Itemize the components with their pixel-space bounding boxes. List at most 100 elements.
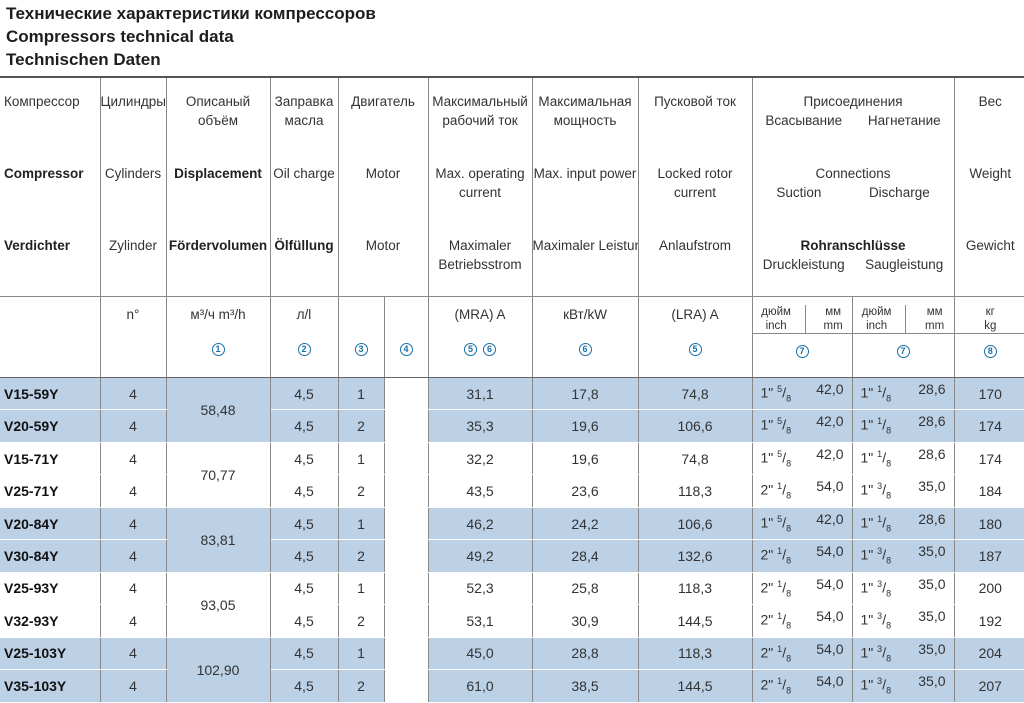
hdr-de-5: Maximaler Betriebsstrom — [428, 222, 533, 297]
lra-cell: 144,5 — [638, 604, 753, 638]
motor-blank-cell — [384, 377, 429, 411]
hdr-ru-6: Максимальная мощность — [532, 76, 639, 150]
discharge-num: 1 — [877, 384, 883, 394]
power-cell: 28,4 — [532, 539, 639, 573]
unit-motor-b: 4 — [384, 296, 429, 378]
discharge-cell: 1" 3/8 35,0 — [852, 474, 955, 508]
suction-cell: 2" 1/8 54,0 — [752, 669, 853, 703]
hdr-ru-7: Пусковой ток — [638, 76, 753, 150]
suction-num: 1 — [777, 578, 783, 589]
discharge-den: 8 — [886, 393, 892, 404]
unit-weight: кг kg 8 — [954, 296, 1024, 378]
unit-lra-label: (LRA) A — [671, 307, 719, 322]
suction-mm: 42,0 — [816, 381, 844, 397]
suction-cell: 2" 1/8 54,0 — [752, 474, 853, 508]
suction-inch: 2" — [760, 579, 774, 596]
motor-blank-cell — [384, 507, 429, 541]
suction-den: 8 — [786, 653, 792, 664]
discharge-num: 3 — [877, 643, 883, 654]
hdr-de-9: Gewicht — [965, 238, 1015, 253]
cylinders-cell: 4 — [100, 474, 167, 508]
mra-cell: 45,0 — [428, 637, 533, 671]
discharge-num: 1 — [877, 416, 883, 427]
suction-inch: 1" — [760, 384, 774, 401]
hdr-de-discharge: Saugleistung — [865, 257, 944, 272]
suction-mm: 54,0 — [816, 543, 844, 560]
unit-weight-ru: кг — [985, 306, 995, 318]
unit-discharge-pair: дюйм inch мм mm — [852, 305, 954, 334]
weight-cell: 192 — [954, 604, 1024, 638]
mra-cell: 35,3 — [428, 409, 533, 443]
unit-suction-in-ru: дюйм — [761, 306, 791, 318]
weight-cell: 170 — [954, 377, 1024, 411]
suction-inch: 2" — [760, 482, 774, 499]
discharge-num: 3 — [877, 578, 883, 589]
hdr-ru-0: Компрессор — [0, 76, 101, 150]
oil-cell: 4,5 — [270, 409, 339, 443]
suction-cell: 1" 5/8 42,0 — [752, 507, 853, 541]
unit-discharge-in-en: inch — [866, 320, 888, 332]
suction-den: 8 — [786, 588, 792, 599]
unit-suction-in-en: inch — [765, 320, 787, 332]
power-cell: 24,2 — [532, 507, 639, 541]
motor-cell: 2 — [338, 539, 385, 573]
power-cell: 28,8 — [532, 637, 639, 671]
hdr-en-3: Oil charge — [270, 150, 339, 222]
table-row: V25-103Y 4 102,90 4,5 1 45,0 28,8 118,3 2" 1/8 54… — [0, 637, 1024, 703]
discharge-inch: 1" — [860, 514, 874, 531]
table-row: V25-71Y 4 4,5 2 43,5 23,6 118,3 2" 1/8 54,0 1" 3/… — [0, 474, 1024, 508]
discharge-num: 3 — [877, 546, 883, 557]
discharge-cell: 1" 3/8 35,0 — [852, 604, 955, 638]
lra-cell: 132,6 — [638, 539, 753, 573]
unit-weight-en: kg — [984, 320, 997, 332]
discharge-cell: 1" 3/8 35,0 — [852, 669, 955, 703]
discharge-mm: 28,6 — [918, 413, 946, 430]
motor-blank-cell — [384, 474, 429, 508]
suction-mm: 42,0 — [816, 445, 844, 462]
suction-num: 1 — [777, 611, 783, 622]
mra-cell: 49,2 — [428, 539, 533, 573]
hdr-en-8-sub: Suction Discharge — [753, 183, 954, 202]
hdr-ru-4: Двигатель — [338, 76, 429, 150]
suction-den: 8 — [786, 685, 792, 696]
hdr-de-6: Maximaler Leistungsaufnahme — [532, 222, 639, 297]
hdr-de-8-sub: Druckleistung Saugleistung — [753, 255, 954, 274]
discharge-mm: 28,6 — [918, 445, 946, 462]
suction-mm: 42,0 — [816, 510, 844, 527]
hdr-en-7: Locked rotor current — [638, 150, 753, 222]
mra-cell: 52,3 — [428, 572, 533, 606]
motor-cell: 2 — [338, 409, 385, 443]
weight-cell: 174 — [954, 442, 1024, 476]
motor-cell: 1 — [338, 377, 385, 411]
discharge-inch: 1" — [860, 676, 874, 693]
hdr-ru-5: Максимальный рабочий ток — [428, 76, 533, 150]
cylinders-cell: 4 — [100, 604, 167, 638]
cylinders-cell: 4 — [100, 409, 167, 443]
mra-cell: 32,2 — [428, 442, 533, 476]
discharge-den: 8 — [886, 620, 892, 631]
suction-num: 5 — [777, 448, 783, 459]
hdr-ru-8-label: Присоединения — [803, 94, 903, 109]
title-en: Compressors technical data — [6, 27, 234, 46]
power-cell: 25,8 — [532, 572, 639, 606]
unit-lra: (LRA) A 5 — [638, 296, 753, 378]
motor-cell: 1 — [338, 637, 385, 671]
motor-blank-cell — [384, 539, 429, 573]
discharge-mm: 35,0 — [918, 575, 946, 592]
unit-discharge-in-ru: дюйм — [861, 306, 892, 318]
motor-blank-cell — [384, 637, 429, 671]
power-cell: 19,6 — [532, 409, 639, 443]
lra-cell: 74,8 — [638, 442, 753, 476]
weight-cell: 174 — [954, 409, 1024, 443]
suction-mm: 54,0 — [816, 673, 844, 690]
compressor-table: Компрессор Цилиндры Описаный объём Запра… — [0, 76, 1024, 703]
discharge-den: 8 — [886, 490, 892, 501]
unit-oil: л/l 2 — [270, 296, 339, 378]
hdr-en-8: Connections Suction Discharge — [752, 150, 955, 222]
note-6-icon: 6 — [483, 343, 497, 356]
suction-inch: 2" — [760, 611, 774, 628]
suction-cell: 2" 1/8 54,0 — [752, 604, 853, 638]
lra-cell: 74,8 — [638, 377, 753, 411]
suction-num: 1 — [777, 676, 783, 687]
